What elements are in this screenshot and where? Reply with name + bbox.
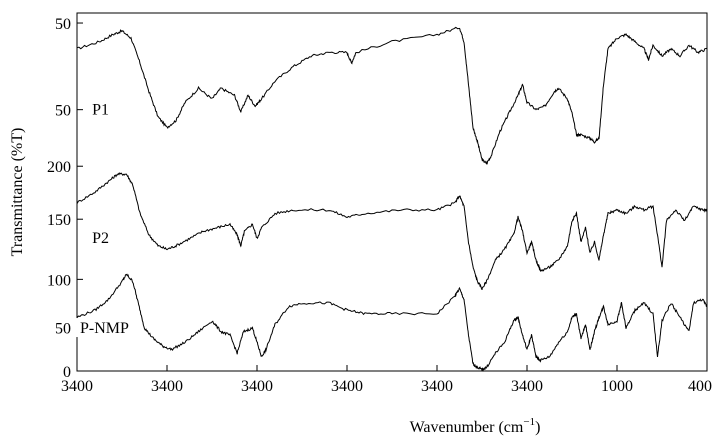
series-line-p-nmp	[76, 273, 708, 372]
x-tick-label: 3400	[331, 378, 363, 395]
plot-frame	[76, 12, 708, 372]
series-group: P1 P2 P-NMP	[75, 26, 708, 372]
y-tick-label: 200	[47, 159, 71, 176]
series-label-p-nmp: P-NMP	[80, 320, 129, 337]
y-axis-title: Transmittance (%T)	[9, 128, 26, 257]
y-tick-label: 50	[55, 320, 71, 337]
series-label-bg	[83, 227, 108, 247]
x-tick-label: 1000	[601, 378, 633, 395]
x-axis-title: Wavenumber (cm−1)	[410, 416, 541, 436]
x-tick-label: 400	[688, 378, 712, 395]
x-tick-label: 3400	[511, 378, 543, 395]
y-tick-label: 0	[63, 364, 71, 381]
series-label-bg	[75, 318, 129, 338]
x-tick-label: 3400	[241, 378, 273, 395]
x-tick-label: 3400	[151, 378, 183, 395]
series-label-p1: P1	[92, 102, 109, 119]
x-tick-label: 3400	[61, 378, 93, 395]
y-tick-label: 50	[55, 16, 71, 33]
series-label-p2: P2	[92, 230, 109, 247]
series-label-bg	[83, 99, 108, 119]
x-axis-ticks: 3400 3400 3400 3400 3400 3400 1000 400	[61, 365, 712, 395]
y-tick-label: 100	[47, 272, 71, 289]
y-tick-label: 50	[55, 103, 71, 120]
series-line-p2	[76, 172, 708, 291]
y-tick-label: 150	[47, 212, 71, 229]
series-line-p1	[76, 26, 708, 165]
x-tick-label: 3400	[421, 378, 453, 395]
y-axis-ticks: 0 50 100 150 200 50 50	[47, 16, 83, 381]
